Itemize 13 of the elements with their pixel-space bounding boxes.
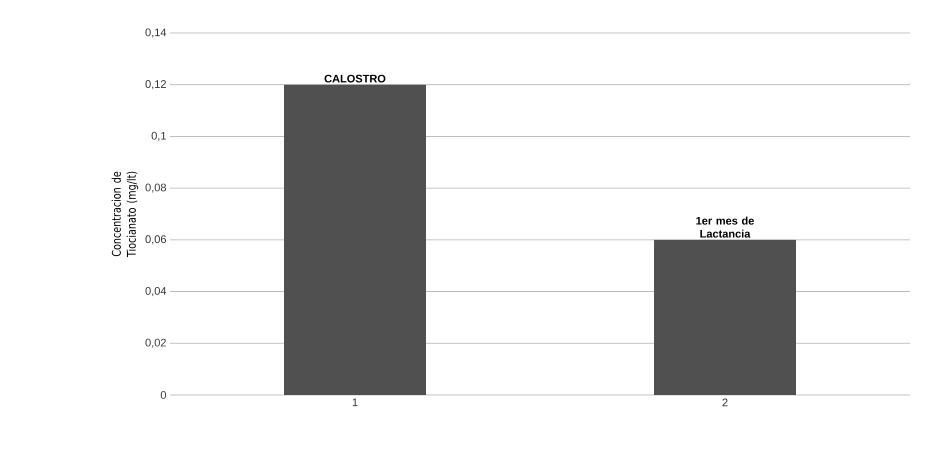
y-tick-label: 0 [160, 391, 166, 399]
x-tick-label: 2 [722, 398, 728, 406]
y-tick-label: 0,04 [145, 287, 166, 296]
y-tick-label: 0,06 [145, 235, 166, 244]
y-tick-label: 0,08 [145, 184, 166, 193]
y-tick-label: 0,1 [152, 132, 166, 141]
y-axis-title: Concentracion de Tiocianato (mg/lt) [112, 172, 138, 258]
annotation: CALOSTRO [324, 74, 386, 83]
annotation: 1er mes de Lactancia [696, 216, 754, 238]
y-tick-label: 0,12 [145, 80, 166, 90]
y-tick-label: 0,02 [145, 338, 166, 348]
y-tick-label: 0,14 [145, 28, 166, 38]
x-tick-label: 1 [352, 398, 358, 406]
